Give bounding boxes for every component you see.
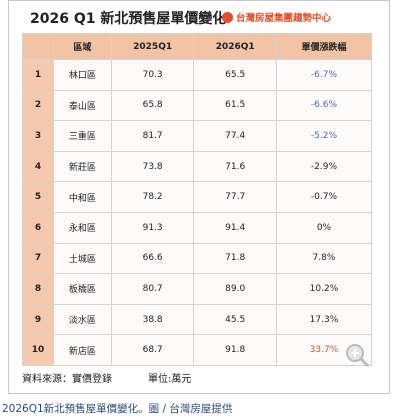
caption: 2026Q1新北預售屋單價變化。圖 / 台灣房屋提供 [2,403,233,415]
table-cell: -5.2% [275,120,373,152]
table-cell: 中和區 [53,181,112,213]
table-cell: 77.4 [193,120,277,152]
table-cell: 7 [22,242,54,275]
table-cell: 91.8 [193,334,277,366]
table-cell: 77.7 [193,181,277,213]
table-cell: 61.5 [193,89,277,122]
table-row: 5 中和區 78.2 77.7 -0.7% [22,181,373,213]
table-cell: 10.2% [275,273,373,305]
table-cell: 65.5 [193,59,277,91]
header-row: 區域 2025Q1 2026Q1 單價漲跌幅 [22,33,373,60]
title: 2026 Q1 新北預售屋單價變化 [30,11,227,27]
source: 資料來源：實價登錄 [22,374,112,385]
table-cell: 8 [22,273,54,305]
table-cell: 10 [22,334,54,366]
table-cell: -6.6% [275,89,373,122]
table-cell: 泰山區 [53,89,112,122]
table-cell: 1 [22,59,54,91]
table-cell: 土城區 [53,242,112,275]
table-cell: 89.0 [193,273,277,305]
table-cell: 板橋區 [53,273,112,305]
table-cell: 81.7 [110,120,195,152]
table-row: 8 板橋區 80.7 89.0 10.2% [22,273,373,305]
zoom-icon[interactable] [344,342,370,368]
table-cell: 2 [22,89,54,122]
table-cell: 5 [22,181,54,213]
table-cell: 68.7 [110,334,195,366]
table-cell: 66.6 [110,242,195,275]
table-cell: 91.4 [193,211,277,244]
table-row: 7 土城區 66.6 71.8 7.8% [22,242,373,275]
table-cell: 71.8 [193,242,277,275]
table-body: 1 林口區 70.3 65.5 -6.7% 2 泰山區 65.8 61.5 -6.6% 3 三重區 81… [22,59,373,366]
table-row: 3 三重區 81.7 77.4 -5.2% [22,120,373,152]
table-row: 1 林口區 70.3 65.5 -6.7% [22,59,373,91]
logo-text: 台灣房屋集團趨勢中心 [236,13,332,24]
table-cell: 91.3 [110,211,195,244]
table-cell: 淡水區 [53,303,112,336]
logo-icon [222,12,233,23]
column-header: 單價漲跌幅 [275,33,373,60]
unit: 單位:萬元 [148,374,192,385]
table-cell: 永和區 [53,211,112,244]
table-cell: -6.7% [275,59,373,91]
table-cell: 0% [275,211,373,244]
column-header [22,33,54,60]
table-cell: 17.3% [275,303,373,336]
table-cell: 林口區 [53,59,112,91]
table-cell: 80.7 [110,273,195,305]
table-cell: 7.8% [275,242,373,275]
table-cell: 6 [22,211,54,244]
table-cell: 4 [22,150,54,183]
table-row: 9 淡水區 38.8 45.5 17.3% [22,303,373,336]
table-cell: 71.6 [193,150,277,183]
price-table: 區域 2025Q1 2026Q1 單價漲跌幅 1 林口區 70.3 65.5 -6.7% 2 泰山區… [22,33,373,366]
table-row: 2 泰山區 65.8 61.5 -6.6% [22,89,373,122]
table-cell: 73.8 [110,150,195,183]
table-cell: -0.7% [275,181,373,213]
table-cell: 三重區 [53,120,112,152]
table-row: 10 新店區 68.7 91.8 33.7% [22,334,373,366]
table-cell: -2.9% [275,150,373,183]
table-cell: 65.8 [110,89,195,122]
table-cell: 新店區 [53,334,112,366]
table-row: 4 新莊區 73.8 71.6 -2.9% [22,150,373,183]
logo: 台灣房屋集團趨勢中心 [222,10,331,24]
column-header: 2026Q1 [193,33,277,60]
table-cell: 45.5 [193,303,277,336]
table-cell: 新莊區 [53,150,112,183]
table-row: 6 永和區 91.3 91.4 0% [22,211,373,244]
table-cell: 38.8 [110,303,195,336]
table-cell: 9 [22,303,54,336]
column-header: 區域 [53,33,112,60]
column-header: 2025Q1 [110,33,195,60]
table-cell: 70.3 [110,59,195,91]
table-cell: 78.2 [110,181,195,213]
table-cell: 3 [22,120,54,152]
